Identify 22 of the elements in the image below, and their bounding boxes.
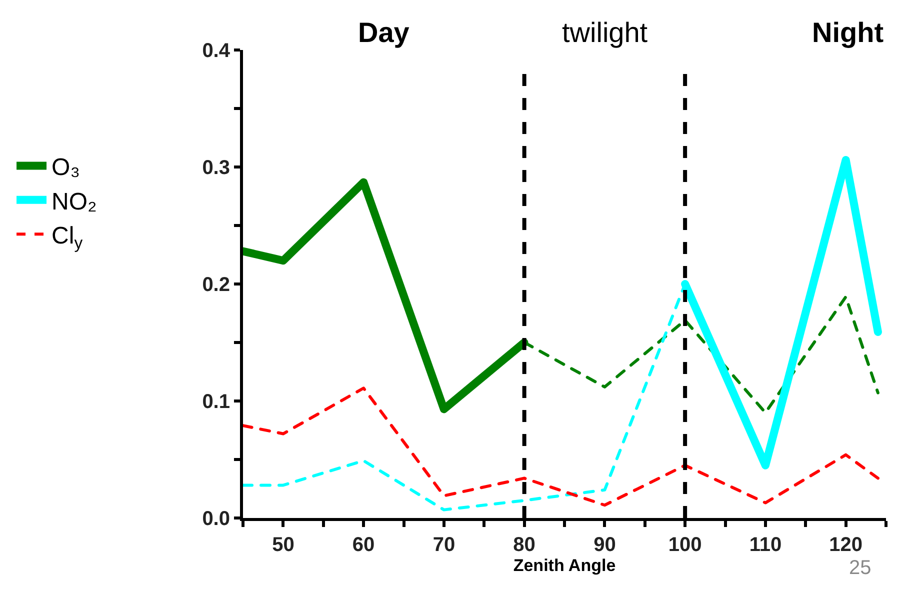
- line-series: [243, 386, 880, 507]
- x-tick-label: 80: [513, 534, 536, 556]
- x-tick-label: 120: [829, 534, 862, 556]
- text: 0.0: [202, 508, 230, 530]
- text: 25: [849, 557, 872, 579]
- text: Day: [358, 17, 410, 48]
- legend-label: Cl$_{y}$: [52, 222, 84, 252]
- x-tick-label: 70: [432, 534, 456, 556]
- y-tick-label: 0.3: [202, 157, 230, 179]
- x-tick-label: 60: [352, 534, 375, 556]
- text: twilight: [562, 17, 648, 48]
- x-tick-label: 110: [749, 534, 782, 556]
- y-tick-label: 0.4: [202, 40, 231, 62]
- x-tick-label: 100: [668, 534, 702, 556]
- x-tick-label: 90: [594, 534, 616, 556]
- x-tick-label: 50: [272, 534, 294, 556]
- y-tick-label: 0.1: [202, 391, 230, 413]
- x-axis-title: Zenith Angle: [513, 556, 616, 575]
- legend-label: O₃: [52, 154, 80, 182]
- y-tick-label: 0.2: [202, 274, 230, 296]
- legend-label: NO₂: [52, 188, 97, 216]
- text: Night: [812, 17, 884, 48]
